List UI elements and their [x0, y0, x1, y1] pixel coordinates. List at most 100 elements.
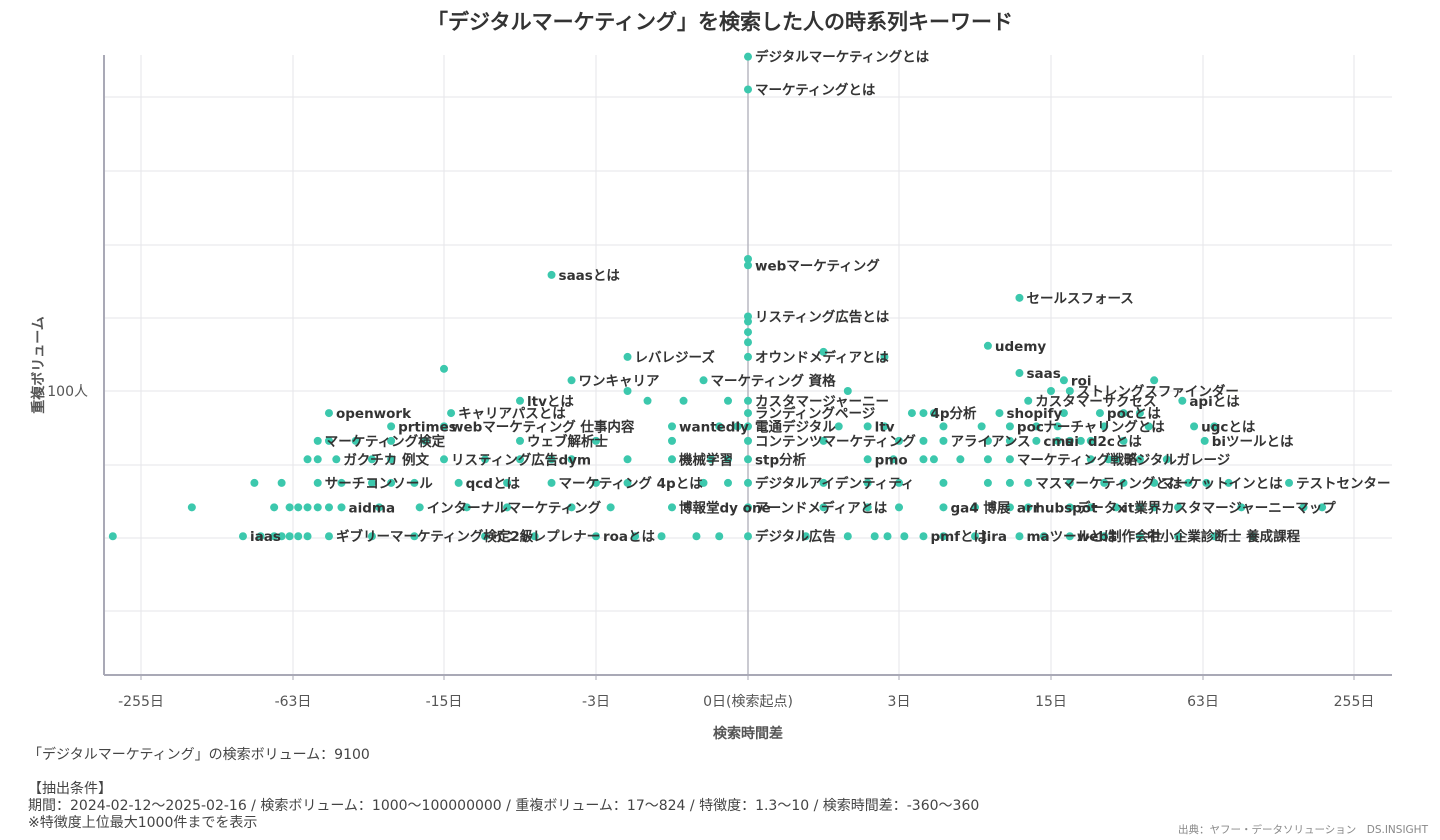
data-point	[1144, 422, 1153, 431]
data-point	[983, 455, 992, 464]
data-point	[1210, 422, 1219, 431]
data-point	[1119, 409, 1128, 418]
data-point	[744, 328, 752, 337]
data-point	[889, 455, 898, 464]
data-point	[1135, 503, 1144, 512]
data-point	[256, 532, 265, 541]
x-tick-label: -255日	[118, 694, 164, 710]
data-point	[1135, 532, 1144, 541]
chart-title: 「デジタルマーケティング」を検索した人の時系列キーワード	[427, 10, 1013, 34]
source-credit: 出典：ヤフー・データソリューション DS.INSIGHT	[1177, 824, 1428, 836]
data-point	[623, 455, 632, 464]
point-label: ltvとは	[527, 394, 574, 410]
data-point	[567, 503, 576, 512]
data-point	[834, 422, 843, 431]
data-point	[415, 503, 424, 512]
point-label: maツールとは	[1026, 529, 1117, 545]
data-point	[1005, 436, 1014, 445]
data-point	[1285, 478, 1294, 487]
conditions-line: 期間：2024-02-12～2025-02-16 / 検索ボリューム：1000～…	[28, 798, 980, 814]
point-label: カスタマージャーニー	[755, 394, 889, 410]
data-point	[1174, 532, 1183, 541]
point-label: サーチコンソール	[325, 476, 433, 492]
data-point	[303, 532, 312, 541]
data-point	[367, 532, 376, 541]
data-point	[895, 478, 903, 487]
data-point	[939, 422, 948, 431]
data-point	[668, 503, 676, 512]
data-point	[1015, 293, 1024, 302]
point-label: pmo	[875, 452, 908, 468]
data-point	[270, 532, 279, 541]
point-label: オウンドメディアとは	[755, 349, 889, 366]
data-point	[929, 455, 938, 464]
point-label: アライアンス	[950, 434, 1030, 450]
data-point	[1100, 532, 1109, 541]
data-point	[1150, 376, 1159, 385]
point-label: 中小企業診断士 養成課程	[1147, 528, 1301, 545]
data-point	[337, 478, 346, 487]
data-point	[744, 455, 752, 464]
x-tick-label: -63日	[275, 694, 312, 710]
data-point	[324, 532, 333, 541]
point-label: dym	[559, 452, 592, 468]
point-label: hubspot	[1035, 500, 1098, 516]
point-label: ウェブ解析士	[527, 433, 608, 450]
data-point	[1053, 436, 1062, 445]
data-point	[1065, 503, 1074, 512]
point-label: qcdとは	[466, 476, 521, 492]
data-point	[715, 422, 724, 431]
data-points	[108, 52, 1327, 541]
data-point	[387, 478, 396, 487]
point-label: roaとは	[603, 529, 656, 545]
point-label: インターナルマーケティング	[427, 499, 602, 516]
data-point	[699, 478, 708, 487]
x-tick-label: -3日	[582, 694, 610, 710]
point-label: デジタル広告	[755, 528, 836, 545]
data-point	[592, 436, 600, 445]
data-point	[503, 503, 512, 512]
data-point	[843, 532, 852, 541]
point-label: キャリアパスとは	[458, 406, 566, 422]
data-point	[1178, 396, 1187, 405]
data-point	[324, 409, 333, 418]
data-point	[744, 52, 752, 61]
data-point	[1059, 376, 1068, 385]
data-point	[744, 409, 752, 418]
data-point	[1005, 503, 1014, 512]
data-point	[277, 478, 286, 487]
data-point	[1059, 409, 1068, 418]
data-point	[744, 312, 752, 321]
data-point	[1162, 455, 1171, 464]
data-point	[1065, 478, 1074, 487]
data-point	[939, 532, 948, 541]
point-label: ugcとは	[1201, 419, 1256, 435]
data-point	[1047, 387, 1055, 395]
point-label: テストセンター	[1296, 476, 1391, 492]
point-label: 博報堂dy one	[679, 499, 771, 516]
data-point	[1100, 478, 1109, 487]
point-label: webマーケティング	[755, 257, 880, 274]
data-point	[375, 503, 384, 512]
point-label: イントレプレナー	[492, 529, 600, 545]
data-point	[592, 532, 600, 541]
data-point	[1086, 455, 1095, 464]
data-point	[516, 436, 524, 445]
data-point	[1100, 422, 1109, 431]
point-label: webマーケティング 仕事内容	[451, 418, 635, 435]
data-point	[744, 352, 752, 361]
data-point	[250, 478, 259, 487]
data-point	[1135, 409, 1144, 418]
data-point	[623, 387, 632, 395]
x-tick-label: 255日	[1334, 694, 1375, 710]
data-point	[919, 455, 928, 464]
data-point	[819, 436, 828, 445]
point-label: カスタマージャーニーマップ	[1161, 500, 1336, 516]
data-point	[1248, 532, 1257, 541]
point-label: poc	[1017, 419, 1044, 435]
data-point	[692, 532, 701, 541]
data-point	[679, 396, 688, 405]
data-point	[707, 455, 716, 464]
data-point	[1065, 532, 1074, 541]
data-point	[1024, 478, 1033, 487]
